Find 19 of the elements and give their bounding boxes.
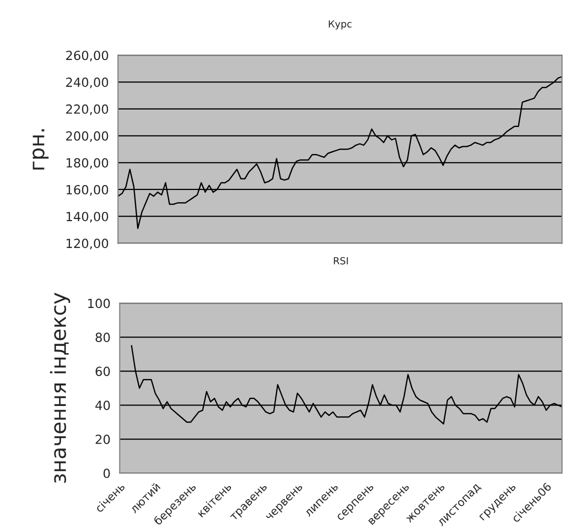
y-tick-label: 220,00	[66, 104, 108, 116]
y-tick-label: 100	[88, 298, 110, 308]
y-tick-label: 0	[104, 468, 110, 478]
y-tick-label: 200,00	[66, 131, 108, 142]
y-tick-label: 120,00	[66, 238, 108, 250]
chart-title: Курс	[328, 20, 352, 30]
y-tick-label: 60	[96, 366, 110, 376]
y-tick-label: 260,00	[66, 50, 108, 62]
y-tick-label: 240,00	[66, 78, 108, 88]
y-tick-label: 40	[95, 400, 110, 410]
y-tick-label: 140,00	[66, 212, 108, 223]
y-tick-label: 20	[96, 434, 110, 444]
y-axis-title: грн.	[32, 129, 49, 170]
y-tick-label: 80	[96, 332, 110, 342]
y-tick-label: 160,00	[66, 184, 108, 196]
line-series	[118, 76, 562, 230]
y-tick-label: 180,00	[66, 158, 108, 169]
chart-title: RSI	[334, 257, 348, 264]
y-axis-title: значення індексу	[50, 292, 70, 483]
